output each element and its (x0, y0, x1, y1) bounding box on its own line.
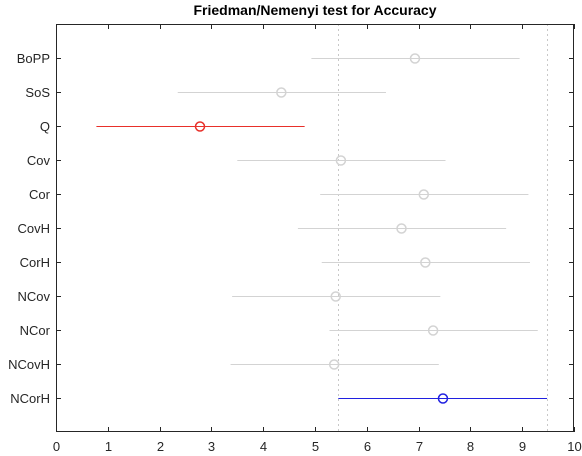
x-axis-ticks: 0 1 2 3 4 5 6 7 8 9 10 (53, 24, 582, 454)
series-row-cov (237, 156, 445, 165)
chart-title: Friedman/Nemenyi test for Accuracy (193, 2, 436, 18)
y-tick-label-cor: Cor (29, 187, 51, 202)
series-row-ncorh (338, 394, 547, 403)
y-tick-label-covh: CovH (17, 221, 50, 236)
y-tick-label-ncovh: NCovH (8, 357, 50, 372)
x-tick-label: 4 (260, 439, 267, 454)
series-row-q (96, 122, 304, 131)
x-tick-label: 2 (157, 439, 164, 454)
y-tick-label-ncor: NCor (20, 323, 51, 338)
series-row-bopp (311, 54, 519, 63)
x-tick-label: 10 (567, 439, 581, 454)
series-layer (96, 54, 547, 403)
series-row-ncovh (231, 360, 439, 369)
series-row-covh (298, 224, 506, 233)
series-row-corh (322, 258, 530, 267)
y-tick-label-bopp: BoPP (17, 51, 50, 66)
series-row-sos (178, 88, 386, 97)
series-row-ncov (232, 292, 440, 301)
x-tick-label: 3 (208, 439, 215, 454)
x-tick-label: 1 (105, 439, 112, 454)
y-tick-label-ncorh: NCorH (10, 391, 50, 406)
x-tick-label: 8 (467, 439, 474, 454)
x-tick-label: 5 (312, 439, 319, 454)
y-tick-label-cov: Cov (27, 153, 51, 168)
y-tick-label-q: Q (40, 119, 50, 134)
series-row-cor (320, 190, 528, 199)
x-tick-label: 6 (364, 439, 371, 454)
y-tick-label-sos: SoS (25, 85, 50, 100)
y-tick-label-ncov: NCov (17, 289, 50, 304)
x-tick-label: 9 (519, 439, 526, 454)
y-tick-label-corh: CorH (20, 255, 50, 270)
series-row-ncor (330, 326, 538, 335)
x-tick-label: 0 (53, 439, 60, 454)
x-tick-label: 7 (416, 439, 423, 454)
